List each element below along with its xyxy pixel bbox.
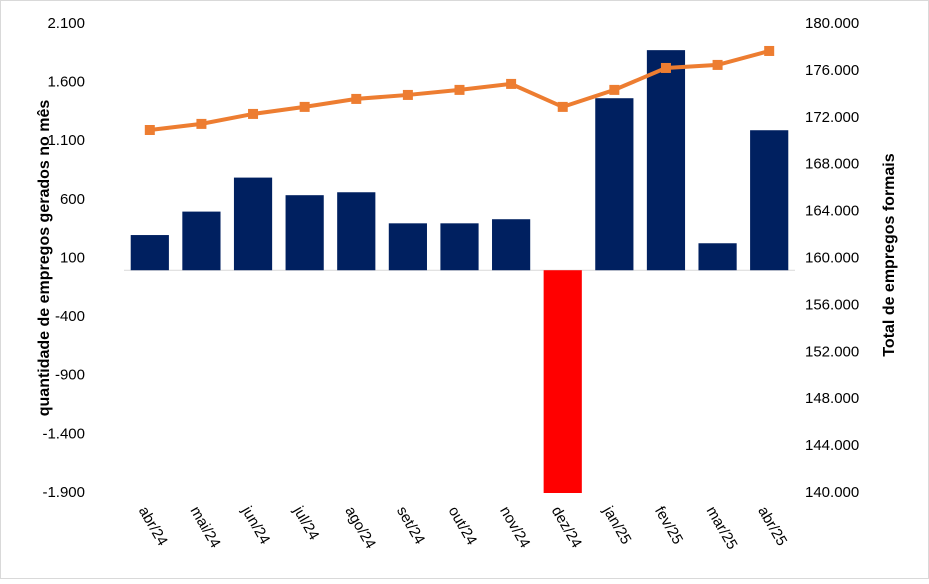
bar	[646, 50, 686, 271]
bar	[182, 211, 221, 271]
y2-tick-label: 144.000	[805, 437, 859, 454]
bar	[388, 223, 427, 271]
y-tick-label: -400	[55, 308, 85, 325]
y2-tick-label: 180.000	[805, 15, 859, 32]
line-marker	[660, 62, 671, 73]
bar	[337, 192, 376, 271]
y2-tick-label: 172.000	[805, 109, 859, 126]
line-marker	[506, 78, 517, 89]
y2-axis-title: Total de empregos formais	[881, 153, 898, 356]
line-marker	[402, 89, 413, 100]
y2-tick-label: 164.000	[805, 203, 859, 220]
y2-tick-label: 148.000	[805, 390, 859, 407]
y-tick-label: -900	[55, 367, 85, 384]
bar	[285, 195, 324, 271]
line-marker	[299, 101, 310, 112]
y-tick-label: 600	[60, 191, 85, 208]
bar	[492, 219, 531, 271]
line-marker	[712, 59, 723, 70]
y2-tick-label: 160.000	[805, 249, 859, 266]
y2-tick-label: 152.000	[805, 343, 859, 360]
line-marker	[248, 108, 259, 119]
bar	[543, 270, 582, 493]
line-marker	[557, 101, 568, 112]
y-tick-label: 1.600	[47, 74, 85, 91]
y2-tick-label: 176.000	[805, 62, 859, 79]
line-marker	[609, 84, 620, 95]
y-tick-label: 100	[60, 249, 85, 266]
y2-tick-label: 168.000	[805, 156, 859, 173]
line-marker	[196, 118, 207, 129]
bar	[130, 235, 169, 271]
y-axis-title: quantidade de empregos gerados no mês	[36, 100, 53, 417]
y-tick-label: -1.900	[42, 484, 85, 501]
y-tick-label: 1.100	[47, 132, 85, 149]
bar	[595, 98, 634, 271]
y2-tick-label: 156.000	[805, 296, 859, 313]
line-marker	[144, 124, 155, 135]
line-marker	[351, 93, 362, 104]
bar	[698, 243, 737, 271]
line-marker	[454, 84, 465, 95]
bar	[440, 223, 479, 271]
y-tick-label: 2.100	[47, 15, 85, 32]
bar	[233, 177, 273, 271]
y2-tick-label: 140.000	[805, 484, 859, 501]
line-marker	[764, 45, 775, 56]
y-tick-label: -1.400	[42, 425, 85, 442]
bar	[750, 130, 789, 271]
